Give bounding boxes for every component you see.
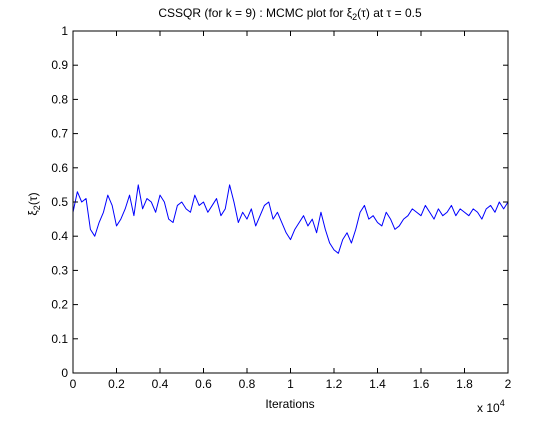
y-tick-label: 0.8 [51, 92, 68, 106]
x-tick-label: 0 [70, 377, 77, 391]
y-tick-label: 0.7 [51, 127, 68, 141]
chart-title: CSSQR (for k = 9) : MCMC plot for ξ2(τ) … [158, 6, 422, 22]
x-tick-label: 0.4 [152, 377, 169, 391]
x-tick-label: 1 [287, 377, 294, 391]
y-tick-label: 0.6 [51, 161, 68, 175]
x-tick-label: 0.2 [108, 377, 125, 391]
x-tick-label: 1.8 [456, 377, 473, 391]
x-tick-label: 1.6 [413, 377, 430, 391]
y-tick-label: 0.9 [51, 58, 68, 72]
series-line-0 [72, 184, 509, 254]
x-tick-label: 1.4 [369, 377, 386, 391]
y-tick-label: 0 [61, 366, 68, 380]
x-tick-label: 0.8 [239, 377, 256, 391]
y-tick-label: 0.1 [51, 332, 68, 346]
x-axis-exponent: x 104 [477, 398, 505, 415]
x-tick-label: 1.2 [326, 377, 343, 391]
y-tick-label: 1 [61, 24, 68, 38]
plot-area [73, 31, 508, 373]
y-tick-label: 0.3 [51, 263, 68, 277]
x-tick-label: 2 [505, 377, 512, 391]
x-axis-title: Iterations [265, 397, 314, 411]
y-tick-label: 0.2 [51, 298, 68, 312]
x-tick-label: 0.6 [195, 377, 212, 391]
y-tick-label: 0.5 [51, 195, 68, 209]
y-tick-label: 0.4 [51, 229, 68, 243]
y-axis-title: ξ2(τ) [26, 192, 42, 215]
